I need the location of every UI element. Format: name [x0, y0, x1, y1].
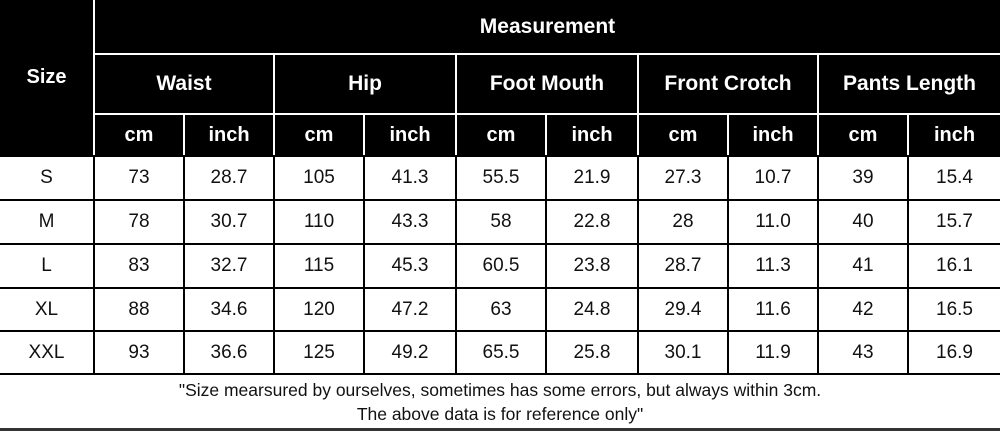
unit-header: inch	[545, 115, 637, 155]
table-cell: 34.6	[183, 287, 273, 330]
table-cell: 39	[817, 155, 907, 199]
group-header: Front Crotch	[637, 55, 817, 115]
table-cell: 41	[817, 243, 907, 287]
unit-header: inch	[183, 115, 273, 155]
table-cell: 16.9	[907, 330, 1000, 373]
table-cell: 36.6	[183, 330, 273, 373]
unit-header: inch	[363, 115, 455, 155]
table-cell: 49.2	[363, 330, 455, 373]
table-cell: 11.3	[727, 243, 817, 287]
unit-header: cm	[273, 115, 363, 155]
footnote-line: "Size mearsured by ourselves, sometimes …	[178, 379, 822, 400]
table-cell: 43.3	[363, 199, 455, 243]
table-cell: 15.7	[907, 199, 1000, 243]
unit-header: cm	[817, 115, 907, 155]
table-cell: 42	[817, 287, 907, 330]
table-cell: 21.9	[545, 155, 637, 199]
table-cell: 115	[273, 243, 363, 287]
table-cell: 58	[455, 199, 545, 243]
table-cell: 24.8	[545, 287, 637, 330]
size-label: S	[0, 155, 93, 199]
size-header: Size	[0, 0, 93, 155]
unit-header: inch	[727, 115, 817, 155]
table-cell: 11.0	[727, 199, 817, 243]
footnote-line: The above data is for reference only"	[356, 403, 644, 424]
table-cell: 11.6	[727, 287, 817, 330]
table-cell: 110	[273, 199, 363, 243]
table-cell: 16.5	[907, 287, 1000, 330]
table-cell: 45.3	[363, 243, 455, 287]
measurement-header: Measurement	[93, 0, 1000, 55]
unit-header: inch	[907, 115, 1000, 155]
table-cell: 28.7	[637, 243, 727, 287]
table-cell: 30.1	[637, 330, 727, 373]
footnote: "Size mearsured by ourselves, sometimes …	[0, 373, 1000, 431]
table-cell: 30.7	[183, 199, 273, 243]
table-cell: 29.4	[637, 287, 727, 330]
table-cell: 105	[273, 155, 363, 199]
table-cell: 47.2	[363, 287, 455, 330]
table-cell: 88	[93, 287, 183, 330]
table-cell: 125	[273, 330, 363, 373]
unit-header: cm	[637, 115, 727, 155]
table-cell: 10.7	[727, 155, 817, 199]
table-cell: 25.8	[545, 330, 637, 373]
table-cell: 23.8	[545, 243, 637, 287]
table-cell: 32.7	[183, 243, 273, 287]
table-cell: 40	[817, 199, 907, 243]
table-cell: 120	[273, 287, 363, 330]
table-cell: 60.5	[455, 243, 545, 287]
group-header: Hip	[273, 55, 455, 115]
size-label: L	[0, 243, 93, 287]
table-cell: 43	[817, 330, 907, 373]
table-cell: 28	[637, 199, 727, 243]
table-cell: 22.8	[545, 199, 637, 243]
table-cell: 41.3	[363, 155, 455, 199]
table-cell: 63	[455, 287, 545, 330]
table-cell: 78	[93, 199, 183, 243]
unit-header: cm	[93, 115, 183, 155]
table-cell: 11.9	[727, 330, 817, 373]
size-label: XXL	[0, 330, 93, 373]
table-cell: 28.7	[183, 155, 273, 199]
table-cell: 65.5	[455, 330, 545, 373]
group-header: Waist	[93, 55, 273, 115]
table-cell: 93	[93, 330, 183, 373]
table-cell: 83	[93, 243, 183, 287]
table-cell: 27.3	[637, 155, 727, 199]
table-cell: 55.5	[455, 155, 545, 199]
size-label: XL	[0, 287, 93, 330]
table-cell: 73	[93, 155, 183, 199]
table-cell: 15.4	[907, 155, 1000, 199]
size-label: M	[0, 199, 93, 243]
group-header: Pants Length	[817, 55, 1000, 115]
table-cell: 16.1	[907, 243, 1000, 287]
group-header: Foot Mouth	[455, 55, 637, 115]
unit-header: cm	[455, 115, 545, 155]
